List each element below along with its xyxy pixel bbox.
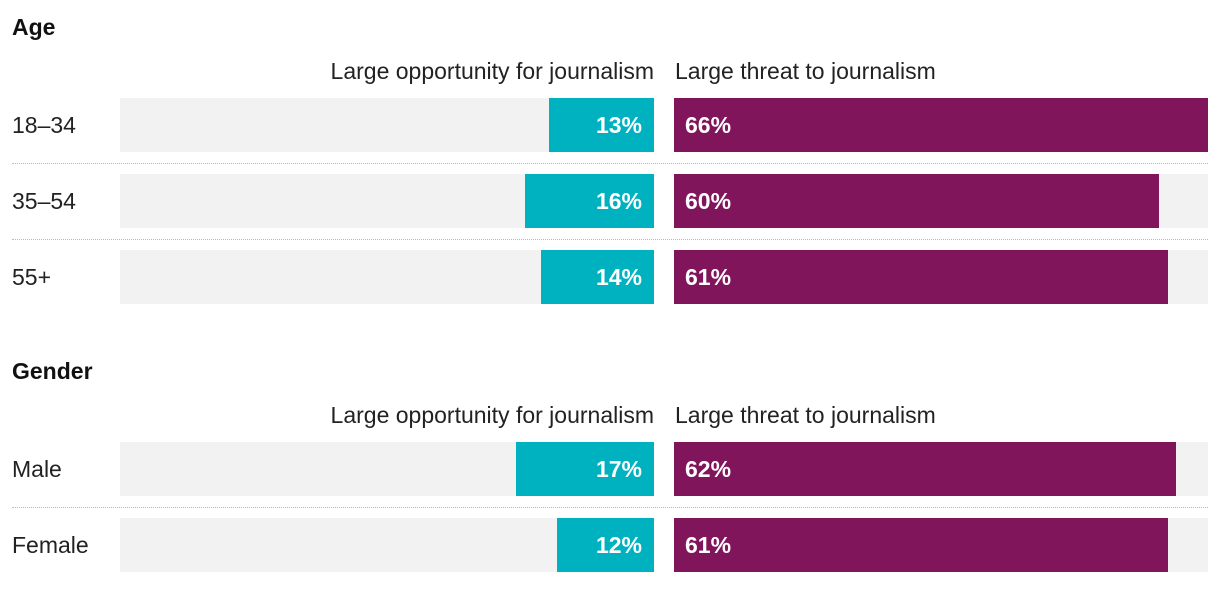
opportunity-header: Large opportunity for journalism — [330, 402, 654, 428]
opportunity-bar: 12% — [557, 518, 654, 572]
category-label: 35–54 — [12, 188, 76, 214]
chart-row: 18–34 13% 66% — [0, 98, 1220, 152]
opportunity-value-label: 16% — [595, 188, 642, 214]
bar-track-right: 61% — [674, 250, 1208, 304]
chart-section-age: Age Large opportunity for journalism Large… — [0, 14, 1220, 304]
chart-row: 35–54 16% 60% — [0, 174, 1220, 228]
row-divider — [12, 163, 1208, 164]
row-divider — [12, 507, 1208, 508]
threat-value-label: 60% — [685, 188, 732, 214]
threat-bar: 60% — [674, 174, 1159, 228]
threat-bar: 61% — [674, 518, 1168, 572]
opportunity-bar: 17% — [516, 442, 654, 496]
bar-track-right: 66% — [674, 98, 1208, 152]
threat-value-label: 61% — [685, 532, 732, 558]
chart-row: 55+ 14% 61% — [0, 250, 1220, 304]
opportunity-bar: 16% — [525, 174, 654, 228]
category-label: Male — [12, 456, 62, 482]
category-label: Female — [12, 532, 89, 558]
category-label: 18–34 — [12, 112, 76, 138]
bar-track-left: 14% — [120, 250, 654, 304]
bar-track-right: 60% — [674, 174, 1208, 228]
opportunity-value-label: 14% — [595, 264, 642, 290]
threat-value-label: 66% — [685, 112, 732, 138]
opportunity-bar: 13% — [549, 98, 654, 152]
threat-value-label: 61% — [685, 264, 732, 290]
opportunity-value-label: 13% — [595, 112, 642, 138]
chart-section-gender: Gender Large opportunity for journalism La… — [0, 344, 1220, 594]
opportunity-value-label: 12% — [595, 532, 642, 558]
section-title: Gender — [12, 358, 93, 384]
opportunity-bar: 14% — [541, 250, 654, 304]
threat-bar: 62% — [674, 442, 1176, 496]
chart-row: Male 17% 62% — [0, 442, 1220, 496]
section-title: Age — [12, 14, 56, 40]
bar-track-left: 12% — [120, 518, 654, 572]
row-divider — [12, 239, 1208, 240]
threat-bar: 61% — [674, 250, 1168, 304]
bar-track-left: 16% — [120, 174, 654, 228]
threat-bar: 66% — [674, 98, 1208, 152]
bar-track-right: 62% — [674, 442, 1208, 496]
bar-track-left: 13% — [120, 98, 654, 152]
chart-row: Female 12% 61% — [0, 518, 1220, 572]
bar-track-right: 61% — [674, 518, 1208, 572]
threat-header: Large threat to journalism — [675, 58, 936, 84]
bar-track-left: 17% — [120, 442, 654, 496]
category-label: 55+ — [12, 264, 52, 290]
threat-value-label: 62% — [685, 456, 732, 482]
opportunity-header: Large opportunity for journalism — [330, 58, 654, 84]
threat-header: Large threat to journalism — [675, 402, 936, 428]
opportunity-value-label: 17% — [595, 456, 642, 482]
